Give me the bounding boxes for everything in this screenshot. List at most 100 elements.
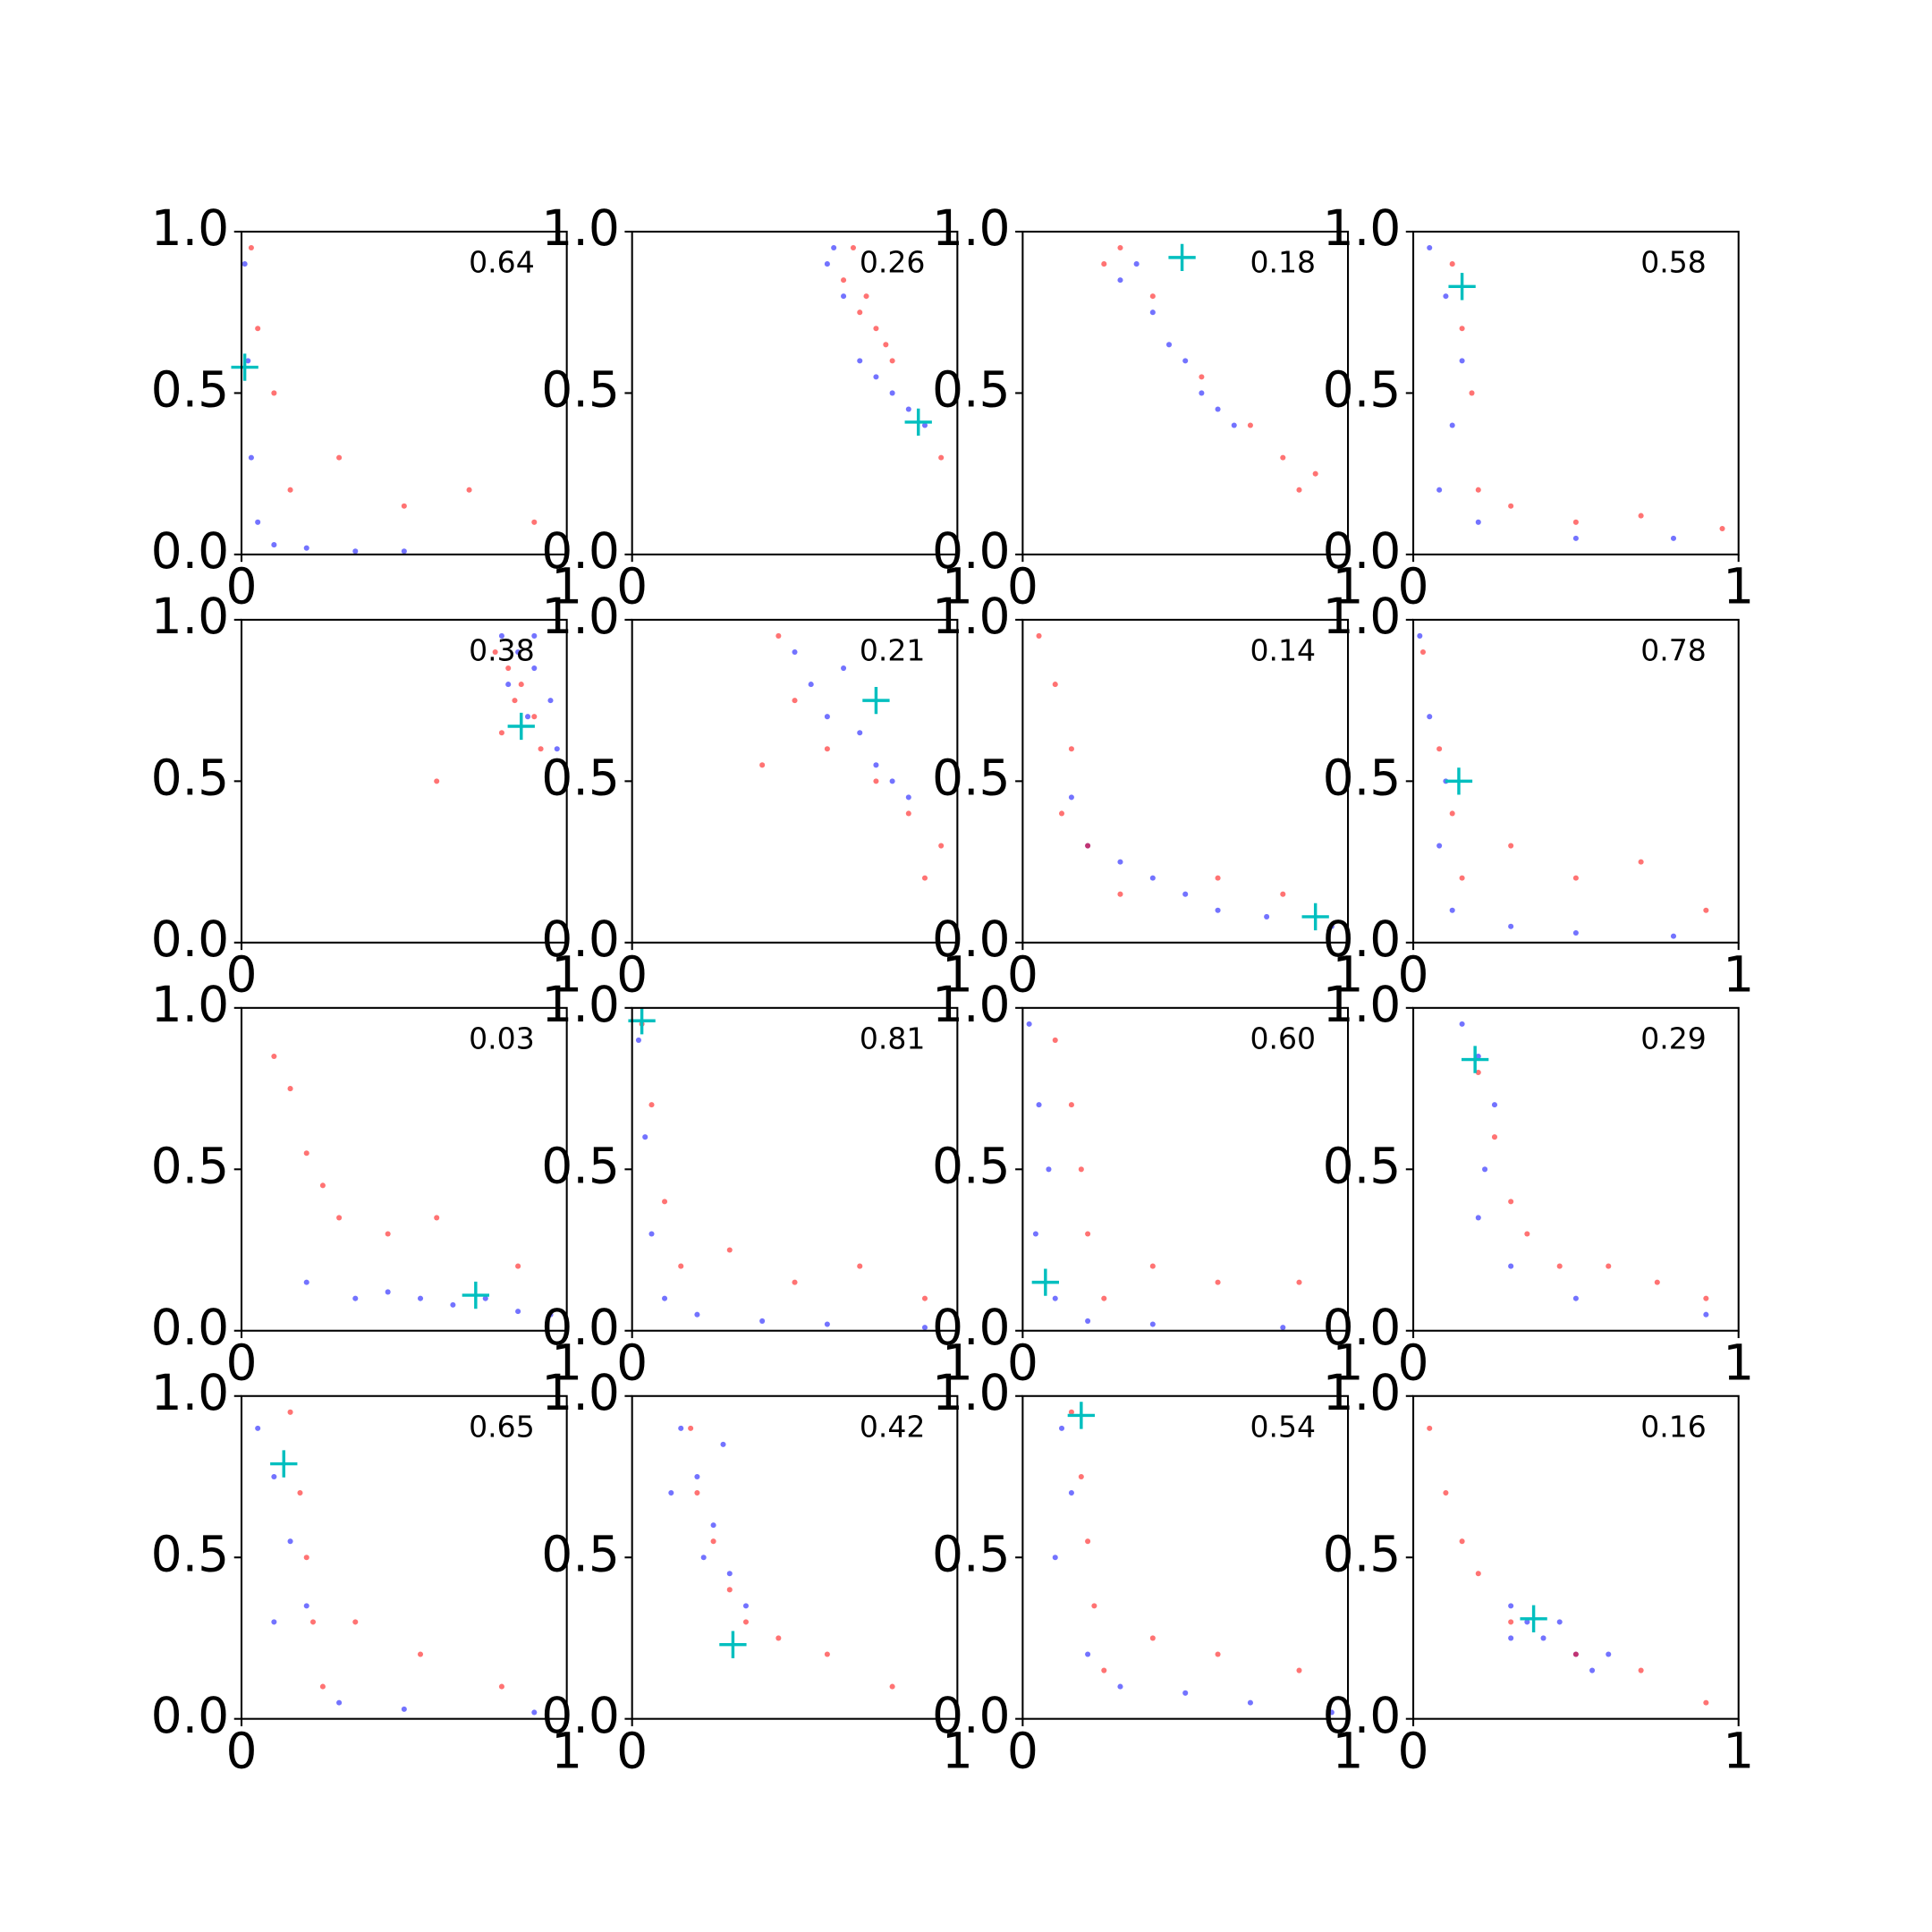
point (309, 1619, 317, 1625)
point (1085, 1651, 1091, 1657)
point (1165, 342, 1173, 348)
point (1670, 933, 1677, 939)
point (515, 1263, 521, 1269)
point (1475, 1215, 1481, 1221)
y-tick-label: 0.0 (541, 1299, 620, 1356)
point (759, 1318, 766, 1324)
centroid-marker (1520, 1605, 1547, 1632)
point (1482, 1166, 1488, 1173)
axes-frame (1412, 1006, 1740, 1332)
point (287, 1538, 293, 1545)
point (1052, 682, 1058, 688)
axes-frame (631, 230, 959, 555)
point (255, 1425, 261, 1431)
point (1491, 1102, 1498, 1108)
point (1572, 875, 1579, 881)
x-tick-label: 0 (616, 1334, 648, 1391)
x-tick-label: 1 (1333, 1722, 1364, 1779)
point (1508, 843, 1514, 849)
point (401, 548, 407, 555)
centroid-marker (1461, 1046, 1489, 1073)
annotation: 0.65 (469, 1409, 535, 1444)
annotation: 0.81 (860, 1021, 926, 1055)
x-tick-label: 0 (616, 945, 648, 1003)
point (921, 422, 928, 428)
point (1036, 632, 1042, 639)
point (759, 762, 766, 768)
point (1540, 1635, 1546, 1641)
y-tick-label: 1.0 (932, 1364, 1011, 1421)
point (1459, 358, 1465, 364)
axes-frame (240, 618, 568, 944)
annotation: 0.58 (1640, 245, 1707, 280)
point (1247, 1699, 1253, 1706)
point (1046, 1166, 1052, 1173)
point (1068, 794, 1074, 801)
point (248, 244, 254, 251)
annotation: 0.64 (469, 245, 535, 280)
y-tick-label: 0.5 (932, 749, 1011, 806)
point (889, 778, 895, 784)
x-tick-label: 0 (1398, 557, 1429, 614)
point (352, 548, 359, 555)
point (662, 1295, 668, 1301)
point (1524, 1231, 1530, 1237)
x-tick-label: 0 (225, 945, 257, 1003)
point (710, 1538, 716, 1545)
point (1475, 487, 1481, 493)
x-tick-label: 1 (551, 1334, 582, 1391)
point (1085, 1538, 1091, 1545)
x-tick-label: 1 (551, 557, 582, 614)
point (1606, 1651, 1612, 1657)
y-tick-label: 1.0 (541, 1364, 620, 1421)
point (857, 358, 863, 364)
point (742, 1603, 750, 1609)
point (889, 390, 895, 396)
y-tick-label: 0.5 (932, 1525, 1011, 1582)
point (1556, 1619, 1563, 1625)
x-tick-label: 1 (942, 945, 973, 1003)
point (1508, 923, 1514, 929)
y-tick-label: 0.0 (151, 1687, 230, 1744)
point (1449, 810, 1455, 817)
point (1524, 1619, 1530, 1625)
point (1296, 487, 1302, 493)
annotation: 0.54 (1250, 1409, 1317, 1444)
point (921, 1325, 928, 1331)
point (1068, 746, 1074, 752)
point (808, 682, 814, 688)
y-tick-label: 1.0 (151, 1364, 230, 1421)
point (352, 1295, 359, 1301)
point (873, 374, 879, 380)
point (1117, 1683, 1123, 1690)
point (824, 1321, 830, 1327)
centroid-marker (1067, 1402, 1095, 1429)
y-tick-label: 1.0 (151, 976, 230, 1033)
point (352, 1619, 359, 1625)
point (1264, 913, 1270, 919)
point (1606, 1263, 1612, 1269)
point (1078, 1473, 1084, 1480)
point (385, 1289, 391, 1295)
point (841, 293, 847, 300)
point (1101, 1295, 1107, 1301)
x-tick-label: 0 (1007, 1334, 1038, 1391)
centroid-marker (904, 408, 932, 436)
point (824, 261, 830, 267)
point (505, 665, 512, 672)
y-tick-label: 1.0 (932, 199, 1011, 257)
point (642, 1134, 648, 1140)
point (1215, 406, 1221, 412)
point (1436, 843, 1443, 849)
y-tick-label: 0.0 (541, 911, 620, 968)
y-tick-label: 1.0 (1323, 976, 1402, 1033)
point (505, 682, 512, 688)
point (1638, 859, 1644, 865)
point (938, 843, 945, 849)
point (831, 244, 837, 251)
y-tick-label: 0.0 (1323, 1299, 1402, 1356)
y-tick-label: 0.5 (1323, 1525, 1402, 1582)
point (1231, 422, 1237, 428)
point (1703, 1311, 1709, 1318)
point (1449, 422, 1455, 428)
